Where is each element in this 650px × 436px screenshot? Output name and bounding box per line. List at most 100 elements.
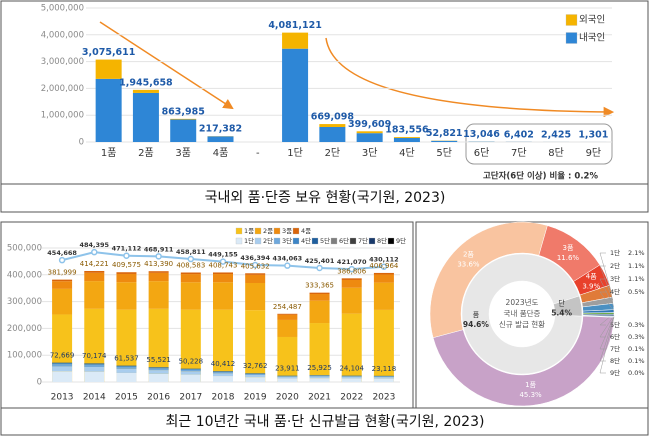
bar-segment [116,273,137,283]
line-point [91,248,98,256]
bar-segment [180,309,201,382]
x-tick-label: 2021 [308,393,331,403]
bar-segment [148,368,169,371]
value-label: 32,762 [243,362,268,370]
bar-segment [207,136,234,142]
bar-segment [341,376,362,379]
bar-segment [148,271,169,273]
segment-label: 5단 [610,320,620,329]
x-tick-label: 2013 [51,393,74,403]
value-label: 414,221 [80,260,109,268]
legend-label: 8단 [377,236,387,245]
bar-segment [309,294,330,301]
value-label: 183,556 [385,125,429,136]
legend-label: 6단 [339,236,349,245]
y-tick-label: 2,000,000 [41,84,84,94]
y-tick-label: 200,000 [7,324,42,334]
ring-value: 94.6% [463,320,490,329]
bar-segment [170,118,197,120]
segment-label: 8단 [610,356,620,365]
y-tick-label: 400,000 [7,270,42,280]
bar-segment [52,363,73,365]
bar-segment [309,378,330,382]
value-label: 2,425 [541,129,571,140]
legend-label: 4단 [301,236,311,245]
bar-segment [213,372,233,374]
leader-line [599,313,615,326]
legend-label: 1단 [244,236,254,245]
segment-value: 1.1% [628,262,645,270]
bar-segment [213,274,233,283]
x-tick-label: 7단 [511,147,527,159]
legend-label: 7단 [358,236,368,245]
bar-segment [116,372,137,382]
value-label: 4,081,121 [268,20,322,31]
bar-segment [84,281,105,309]
bar-segment [116,366,137,369]
value-label: 217,382 [199,124,242,135]
bar-segment [180,368,201,370]
bar-segment [52,288,73,315]
bar-segment [277,314,298,320]
line-label: 430,112 [369,256,399,264]
segment-label: 3단 [610,274,620,283]
bar-segment [84,272,105,282]
x-tick-label: 9단 [586,147,602,159]
value-label: 863,985 [162,106,205,117]
value-label: 50,228 [179,358,204,366]
bar-segment [116,309,137,382]
legend-label: 4품 [301,227,311,235]
chart-caption: 국내외 품·단증 보유 현황(국기원, 2023) [205,190,446,206]
legend-swatch [349,237,357,245]
legend-swatch [273,237,281,245]
bar-segment [245,283,266,311]
bar-segment [148,272,169,282]
y-tick-label: 0 [79,138,84,148]
value-label: 52,821 [426,128,463,139]
value-label: 381,999 [48,269,77,277]
value-label: 40,412 [211,360,236,368]
bar-segment [309,323,330,382]
legend-swatch [368,237,376,245]
value-label: 405,632 [241,262,270,270]
segment-label: 7단 [610,344,620,353]
value-label: 55,521 [146,356,171,364]
bar-segment [213,282,233,310]
top-panel-frame [0,0,649,213]
trend-arrow [99,21,234,110]
value-label: 72,669 [50,352,75,360]
legend-swatch [254,237,262,245]
line-label: 425,401 [305,257,335,265]
value-label: 413,390 [144,260,173,268]
bar-segment [373,378,394,382]
bar-segment [170,119,197,142]
center-text: 신규 발급 현황 [499,319,545,329]
donut-segment [461,253,583,375]
value-label: 3,075,611 [82,47,136,58]
donut-segment [582,315,615,318]
bar-segment [373,272,394,275]
bar-segment [277,313,298,315]
legend-swatch [387,237,395,245]
value-label: 399,609 [348,119,391,130]
x-tick-label: 2019 [244,393,267,403]
bar-segment [309,300,330,324]
line-point [219,258,227,265]
legend-swatch [235,237,243,245]
bar-segment [84,366,105,372]
line-point [316,264,323,272]
bar-segment [356,131,383,134]
x-tick-label: 1단 [287,147,303,159]
value-label: 254,487 [273,303,302,311]
legend-label: 3단 [282,236,292,245]
segment-value: 0.1% [628,357,645,365]
value-label: 23,118 [372,365,397,373]
ring-value: 5.4% [551,309,572,318]
bar-segment [341,313,362,382]
value-label: 25,925 [307,364,332,372]
bar-segment [319,124,346,127]
bar-segment [393,137,420,138]
bar-segment [148,281,169,309]
value-label: 669,098 [311,112,355,123]
bar-segment [373,282,394,310]
